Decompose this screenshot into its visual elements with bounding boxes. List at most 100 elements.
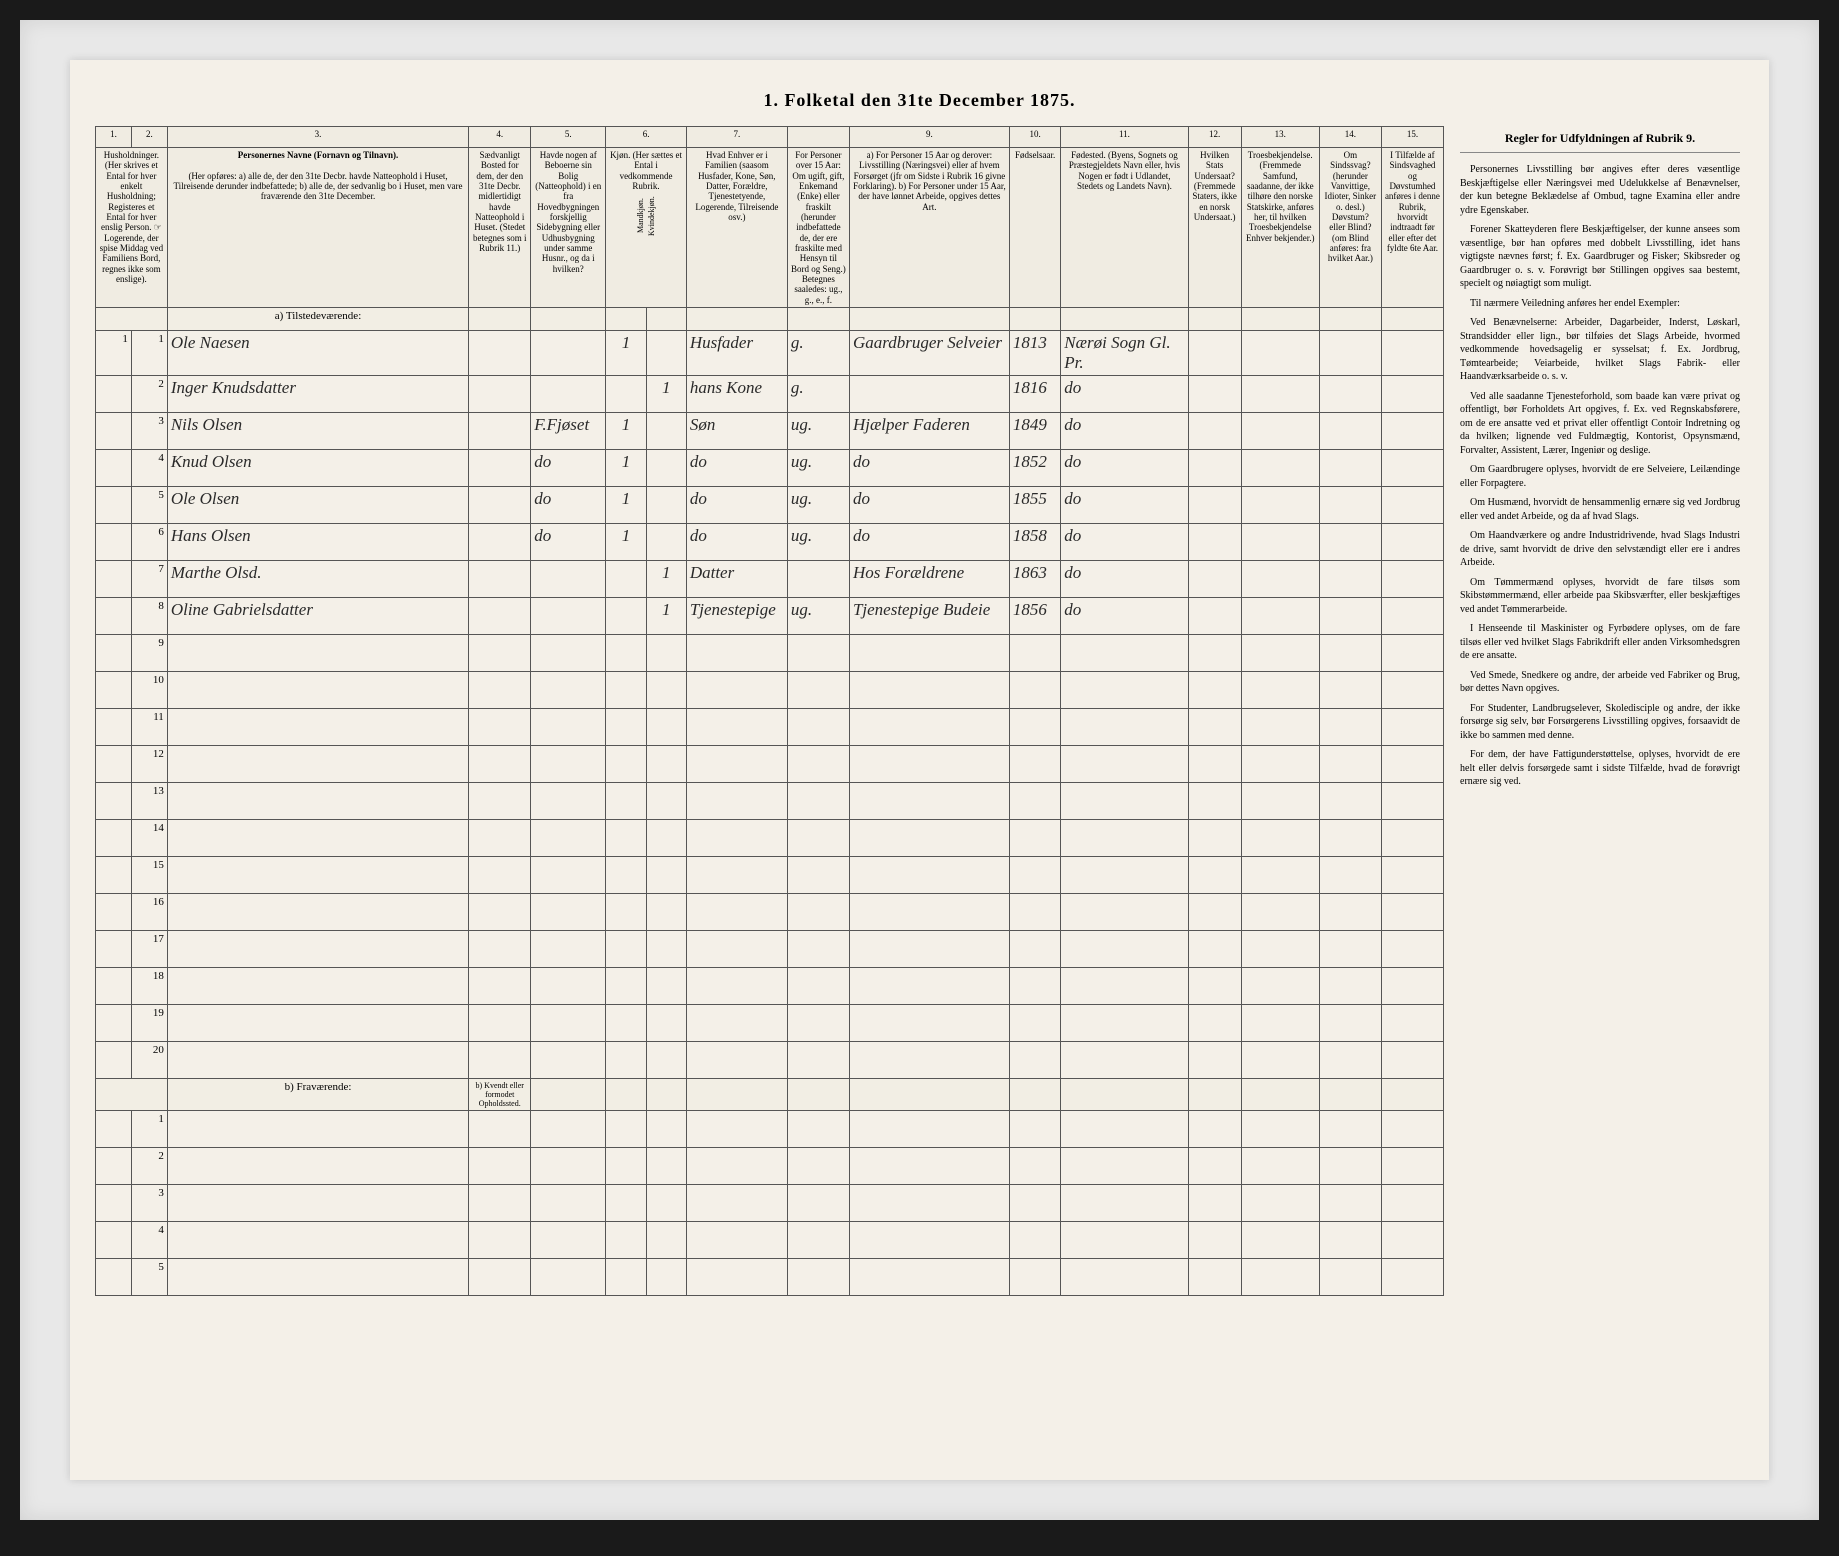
table-row: 8Oline Gabrielsdatter1Tjenestepigeug.Tje… bbox=[96, 598, 1444, 635]
cell-c13 bbox=[1241, 561, 1319, 598]
table-row: 5Ole Olsendo1doug.do1855do bbox=[96, 487, 1444, 524]
instruction-paragraph: Ved Smede, Snedkere og andre, der arbeid… bbox=[1460, 669, 1740, 696]
table-row: 7Marthe Olsd.1DatterHos Forældrene1863do bbox=[96, 561, 1444, 598]
row-num: 15 bbox=[131, 857, 167, 894]
cell-male: 1 bbox=[606, 524, 646, 561]
row-hh bbox=[96, 376, 132, 413]
cell-c12 bbox=[1188, 561, 1241, 598]
cell-c5 bbox=[531, 331, 606, 376]
cell-birthplace: do bbox=[1061, 524, 1188, 561]
colnum-12: 12. bbox=[1188, 127, 1241, 148]
row-num: 5 bbox=[131, 1259, 167, 1296]
cell-marital: ug. bbox=[787, 598, 849, 635]
row-hh bbox=[96, 450, 132, 487]
section-b-label: b) Fraværende: bbox=[167, 1079, 468, 1111]
instruction-paragraph: Til nærmere Veiledning anføres her endel… bbox=[1460, 297, 1740, 311]
cell-relation: do bbox=[686, 487, 787, 524]
cell-c5: do bbox=[531, 487, 606, 524]
colnum-5: 5. bbox=[531, 127, 606, 148]
cell-relation: Husfader bbox=[686, 331, 787, 376]
cell-occupation: Hjælper Faderen bbox=[849, 413, 1009, 450]
cell-c12 bbox=[1188, 487, 1241, 524]
cell-marital: ug. bbox=[787, 524, 849, 561]
table-row: 9 bbox=[96, 635, 1444, 672]
cell-c14 bbox=[1319, 561, 1381, 598]
cell-c12 bbox=[1188, 598, 1241, 635]
cell-name: Inger Knudsdatter bbox=[167, 376, 468, 413]
census-page: 1. Folketal den 31te December 1875. 1. 2… bbox=[70, 60, 1769, 1480]
table-row: 10 bbox=[96, 672, 1444, 709]
row-hh bbox=[96, 598, 132, 635]
colnum-7: 7. bbox=[686, 127, 787, 148]
cell-c13 bbox=[1241, 376, 1319, 413]
table-row: 4 bbox=[96, 1222, 1444, 1259]
cell-c5 bbox=[531, 376, 606, 413]
cell-occupation bbox=[849, 376, 1009, 413]
colnum-1: 1. bbox=[96, 127, 132, 148]
empty-rows-a: 91011121314151617181920 bbox=[96, 635, 1444, 1079]
row-num: 18 bbox=[131, 968, 167, 1005]
row-num: 1 bbox=[131, 1111, 167, 1148]
row-num: 16 bbox=[131, 894, 167, 931]
row-num: 3 bbox=[131, 1185, 167, 1222]
cell-c4 bbox=[469, 487, 531, 524]
cell-year: 1852 bbox=[1009, 450, 1060, 487]
row-num: 4 bbox=[131, 1222, 167, 1259]
cell-c15 bbox=[1381, 487, 1443, 524]
cell-year: 1813 bbox=[1009, 331, 1060, 376]
cell-male: 1 bbox=[606, 413, 646, 450]
cell-c4 bbox=[469, 561, 531, 598]
cell-year: 1816 bbox=[1009, 376, 1060, 413]
hdr-12: Hvilken Stats Undersaat? (Fremmede State… bbox=[1188, 148, 1241, 308]
cell-birthplace: do bbox=[1061, 487, 1188, 524]
cell-c4 bbox=[469, 413, 531, 450]
cell-c14 bbox=[1319, 598, 1381, 635]
row-num: 9 bbox=[131, 635, 167, 672]
hdr-14: Om Sindssvag? (herunder Vanvittige, Idio… bbox=[1319, 148, 1381, 308]
hdr-6: Kjøn. (Her sættes et Ental i vedkommende… bbox=[606, 148, 687, 308]
row-num: 3 bbox=[131, 413, 167, 450]
row-num: 2 bbox=[131, 376, 167, 413]
cell-c14 bbox=[1319, 524, 1381, 561]
table-row: 20 bbox=[96, 1042, 1444, 1079]
cell-female bbox=[646, 331, 686, 376]
hdr-3: Personernes Navne (Fornavn og Tilnavn). … bbox=[167, 148, 468, 308]
colnum-11: 11. bbox=[1061, 127, 1188, 148]
instruction-paragraph: For Studenter, Landbrugselever, Skoledis… bbox=[1460, 702, 1740, 743]
row-num: 5 bbox=[131, 487, 167, 524]
cell-c14 bbox=[1319, 487, 1381, 524]
cell-c15 bbox=[1381, 561, 1443, 598]
table-row: 4Knud Olsendo1doug.do1852do bbox=[96, 450, 1444, 487]
hdr-3-body: (Her opføres: a) alle de, der den 31te D… bbox=[173, 171, 462, 202]
cell-c15 bbox=[1381, 450, 1443, 487]
table-row: 16 bbox=[96, 894, 1444, 931]
hdr-13: Troesbekjendelse. (Fremmede Samfund, saa… bbox=[1241, 148, 1319, 308]
table-row: 11 bbox=[96, 709, 1444, 746]
instructions-body: Personernes Livsstilling bør angives eft… bbox=[1460, 163, 1740, 789]
data-rows-a: 11Ole Naesen1Husfaderg.Gaardbruger Selve… bbox=[96, 331, 1444, 635]
cell-female bbox=[646, 524, 686, 561]
cell-c12 bbox=[1188, 413, 1241, 450]
cell-male: 1 bbox=[606, 487, 646, 524]
instruction-paragraph: Ved Benævnelserne: Arbeider, Dagarbeider… bbox=[1460, 316, 1740, 384]
cell-birthplace: do bbox=[1061, 376, 1188, 413]
table-row: 3 bbox=[96, 1185, 1444, 1222]
cell-birthplace: do bbox=[1061, 598, 1188, 635]
hdr-10: Fødselsaar. bbox=[1009, 148, 1060, 308]
cell-occupation: do bbox=[849, 487, 1009, 524]
hdr-7: Hvad Enhver er i Familien (saasom Husfad… bbox=[686, 148, 787, 308]
cell-c14 bbox=[1319, 376, 1381, 413]
cell-name: Ole Naesen bbox=[167, 331, 468, 376]
cell-marital: g. bbox=[787, 331, 849, 376]
cell-c14 bbox=[1319, 413, 1381, 450]
table-area: 1. 2. 3. 4. 5. 6. 7. 9. 10. 11. 12. 13. … bbox=[95, 126, 1444, 1436]
cell-c5 bbox=[531, 561, 606, 598]
colnum-6: 6. bbox=[606, 127, 687, 148]
table-row: 2Inger Knudsdatter1hans Koneg.1816do bbox=[96, 376, 1444, 413]
row-num: 17 bbox=[131, 931, 167, 968]
hdr-11: Fødested. (Byens, Sognets og Præstegjeld… bbox=[1061, 148, 1188, 308]
cell-c15 bbox=[1381, 376, 1443, 413]
instruction-paragraph: Ved alle saadanne Tjenesteforhold, som b… bbox=[1460, 390, 1740, 458]
cell-c12 bbox=[1188, 524, 1241, 561]
cell-marital bbox=[787, 561, 849, 598]
